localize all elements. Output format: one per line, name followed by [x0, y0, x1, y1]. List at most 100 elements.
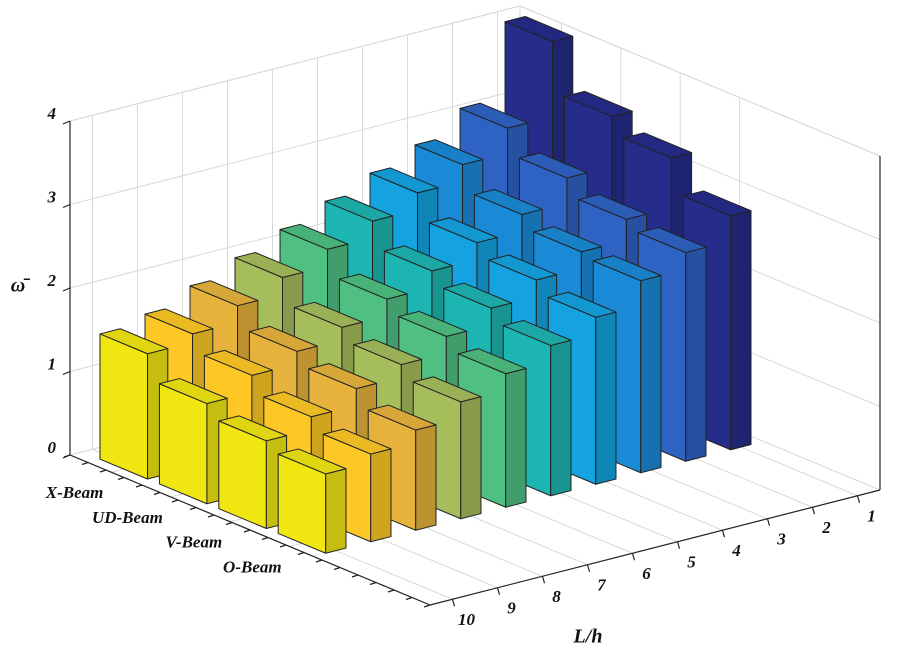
- beam-tick: [405, 596, 413, 601]
- bar-front: [158, 383, 208, 505]
- bar-top: [502, 319, 572, 346]
- z-tick: [62, 120, 71, 125]
- lh-tick: [766, 518, 771, 526]
- bar-top: [518, 152, 588, 179]
- bar: [158, 378, 228, 505]
- beam-tick: [189, 506, 197, 511]
- x-axis-label: L/h: [573, 626, 603, 648]
- beam-tick: [117, 476, 125, 481]
- lh-tick: [721, 530, 726, 538]
- bar-top: [383, 245, 453, 272]
- z-tick: [62, 287, 71, 292]
- bar-top: [369, 167, 439, 194]
- bar-top: [234, 252, 304, 278]
- bar-top: [592, 255, 662, 282]
- bar-top: [443, 282, 513, 309]
- beam-label: X-Beam: [45, 483, 104, 502]
- x-tick-label: 9: [507, 599, 516, 618]
- z-tick: [62, 203, 71, 209]
- bar-top: [547, 291, 617, 318]
- bar-top: [158, 378, 228, 405]
- lh-tick: [676, 541, 681, 549]
- beam-tick: [261, 536, 269, 541]
- beam-tick: [99, 469, 107, 473]
- bar-top: [308, 363, 378, 390]
- beam-label: UD-Beam: [92, 508, 163, 527]
- bar-top: [263, 391, 333, 418]
- beam-tick: [297, 551, 305, 556]
- z-tick-label: 0: [48, 438, 57, 457]
- beam-tick: [153, 491, 161, 496]
- z-tick-label: 1: [48, 354, 57, 373]
- bar: [277, 448, 347, 554]
- x-tick-label: 6: [642, 564, 651, 583]
- beam-tick: [369, 581, 377, 586]
- bar-top: [533, 226, 603, 253]
- lh-tick: [541, 576, 546, 584]
- bar-side: [505, 367, 527, 508]
- beam-label: V-Beam: [166, 533, 223, 552]
- bar-top: [623, 132, 693, 159]
- z-tick-label: 4: [47, 104, 57, 123]
- beam-tick: [387, 589, 395, 593]
- bar-top: [248, 325, 318, 352]
- beam-tick: [243, 529, 251, 533]
- bar-side: [550, 339, 572, 497]
- bar-side: [595, 311, 617, 485]
- bar-top: [218, 415, 288, 442]
- beam-label: O-Beam: [223, 557, 282, 576]
- bar-top: [682, 190, 752, 217]
- bar-top: [293, 301, 363, 328]
- bar-top: [459, 102, 529, 129]
- beam-tick: [207, 514, 215, 518]
- bar-top: [412, 376, 482, 403]
- beam-tick: [225, 521, 233, 526]
- beam-tick: [63, 454, 71, 458]
- bar-top: [637, 227, 707, 253]
- bar-top: [279, 223, 349, 250]
- bar-top: [473, 189, 543, 215]
- bar-top: [398, 310, 468, 337]
- lh-tick: [451, 599, 456, 607]
- bar-side: [460, 396, 482, 520]
- x-tick-label: 3: [776, 530, 786, 549]
- z-tick-label: 3: [47, 187, 57, 206]
- bar-top: [428, 217, 498, 244]
- bar-front: [99, 333, 149, 480]
- lh-axis: [429, 489, 881, 606]
- beam-tick: [171, 499, 179, 503]
- bar-top: [353, 339, 423, 366]
- bar-top: [414, 139, 484, 166]
- bar-top: [144, 308, 214, 335]
- bar-top: [189, 280, 259, 307]
- x-tick-label: 7: [597, 576, 607, 595]
- beam-tick: [135, 484, 143, 488]
- bar-side: [415, 424, 437, 531]
- lh-tick: [496, 587, 501, 595]
- bar-side: [370, 448, 392, 543]
- lh-tick: [811, 507, 816, 515]
- beam-tick: [351, 574, 359, 578]
- x-tick-label: 2: [821, 518, 831, 537]
- bar: [218, 415, 288, 529]
- bar-top: [338, 273, 408, 300]
- bar-side: [325, 468, 347, 554]
- lh-tick: [631, 553, 636, 561]
- bar-top: [367, 404, 437, 431]
- bar-side: [730, 210, 752, 451]
- x-tick-label: 8: [552, 587, 561, 606]
- bar-top: [324, 195, 394, 222]
- beam-tick: [333, 566, 341, 571]
- bar: [412, 376, 482, 520]
- x-tick-label: 1: [867, 507, 876, 526]
- beam-tick: [279, 544, 287, 548]
- bar-top: [277, 448, 347, 475]
- z-tick: [62, 370, 71, 376]
- x-tick-label: 4: [731, 541, 741, 560]
- box-edge: [69, 5, 521, 122]
- bar-top: [563, 90, 633, 117]
- z-tick-label: 2: [47, 271, 57, 290]
- beam-tick: [423, 604, 431, 608]
- grid-line: [69, 89, 521, 205]
